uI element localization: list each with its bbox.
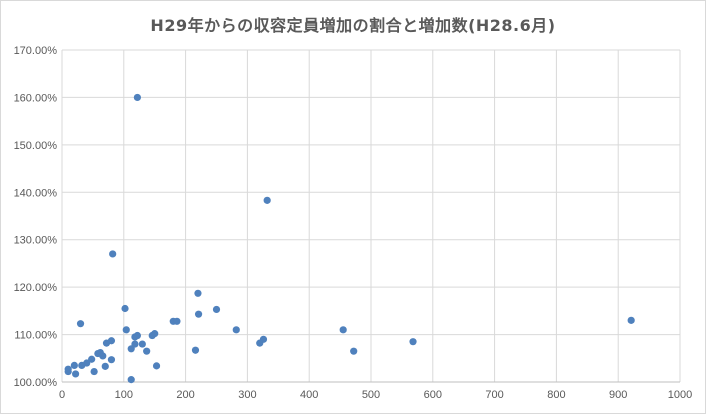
- data-point: [627, 316, 635, 324]
- data-points: [64, 93, 635, 384]
- y-tick-label: 110.00%: [14, 330, 57, 342]
- data-point: [133, 93, 141, 102]
- x-tick-label: 500: [362, 389, 380, 401]
- data-point: [152, 362, 161, 370]
- data-point: [88, 355, 96, 363]
- data-point: [107, 337, 116, 345]
- data-point: [191, 346, 200, 354]
- data-point: [259, 335, 268, 343]
- data-point: [83, 359, 91, 367]
- y-tick-label: 160.00%: [14, 92, 58, 104]
- data-point: [232, 326, 240, 334]
- data-point: [409, 338, 417, 346]
- y-tick-label: 130.00%: [14, 235, 58, 247]
- x-tick-label: 100: [115, 389, 133, 401]
- data-point: [76, 320, 85, 328]
- data-point: [109, 250, 117, 258]
- data-point: [131, 340, 139, 348]
- x-axis-tick-labels: 0 100 200 300 400 500 600 700 800 900 1000: [59, 389, 692, 401]
- x-tick-label: 200: [176, 389, 194, 401]
- y-tick-label: 120.00%: [14, 282, 58, 294]
- data-point: [339, 326, 347, 334]
- data-point: [70, 361, 78, 369]
- data-point: [350, 347, 358, 355]
- y-tick-label: 150.00%: [14, 140, 58, 152]
- data-point: [212, 305, 221, 314]
- data-point: [121, 304, 129, 313]
- data-point: [263, 196, 271, 204]
- data-point: [133, 331, 141, 340]
- data-point: [151, 330, 159, 338]
- chart-title: H29年からの収容定員増加の割合と増加数(H28.6月): [150, 16, 556, 35]
- x-tick-label: 700: [485, 389, 503, 401]
- y-tick-label: 100.00%: [14, 377, 58, 389]
- data-point: [64, 367, 72, 376]
- data-point: [194, 289, 202, 297]
- y-tick-label: 170.00%: [14, 45, 58, 57]
- data-point: [90, 367, 98, 376]
- data-point: [138, 340, 146, 348]
- data-point: [99, 352, 107, 360]
- x-tick-label: 800: [547, 389, 565, 401]
- y-tick-label: 140.00%: [14, 187, 58, 199]
- data-point: [143, 347, 151, 355]
- data-point: [194, 310, 203, 318]
- data-point: [122, 326, 130, 334]
- x-tick-label: 900: [609, 389, 627, 401]
- x-tick-label: 300: [238, 389, 256, 401]
- x-tick-label: 1000: [668, 389, 692, 401]
- data-point: [127, 376, 135, 384]
- x-tick-label: 0: [59, 389, 65, 401]
- data-point: [107, 356, 116, 364]
- data-point: [101, 362, 109, 370]
- y-axis-tick-labels: 100.00% 110.00% 120.00% 130.00% 140.00% 150.0…: [14, 45, 58, 389]
- gridlines: [61, 49, 681, 383]
- data-point: [71, 370, 80, 378]
- x-tick-label: 600: [424, 389, 442, 401]
- x-tick-label: 400: [300, 389, 318, 401]
- data-point: [173, 317, 181, 325]
